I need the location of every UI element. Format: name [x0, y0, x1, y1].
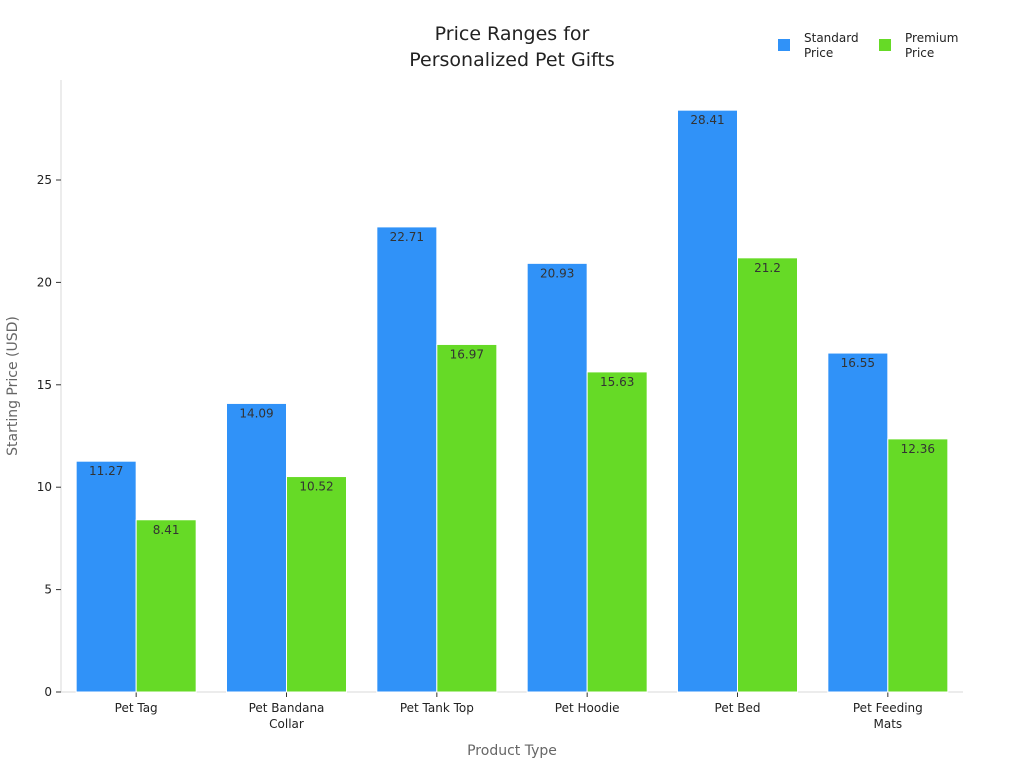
legend-label: Price: [804, 46, 833, 60]
bar-value-label: 15.63: [600, 375, 634, 389]
bar-series-1-cat-1: [286, 476, 347, 693]
x-tick-label: Pet Tank Top: [400, 701, 474, 715]
x-tick-label: Collar: [269, 717, 304, 731]
chart-title: Price Ranges for Personalized Pet Gifts: [409, 23, 614, 71]
y-tick-label: 0: [44, 685, 52, 699]
y-tick-label: 5: [44, 583, 52, 597]
legend-label: Price: [905, 46, 934, 60]
bar-series-0-cat-5: [827, 352, 889, 693]
bar-series-0-cat-2: [376, 226, 438, 693]
bar-value-label: 20.93: [540, 266, 574, 280]
chart-title-line: Personalized Pet Gifts: [409, 49, 614, 71]
y-tick-label: 20: [37, 275, 52, 289]
bar-labels: 11.27 8.41 14.09 10.52 22.71 16.97 20.93 15.63 2…: [89, 113, 935, 537]
bar-series-1-cat-2: [436, 343, 498, 693]
bar-series-0-cat-1: [226, 402, 287, 693]
bar-series-0-cat-3: [526, 262, 588, 693]
bar-series-1-cat-3: [586, 371, 648, 693]
x-tick-label: Pet Feeding: [853, 701, 923, 715]
legend-label: Premium: [905, 31, 958, 45]
bar-value-label: 12.36: [901, 442, 935, 456]
x-tick-label: Pet Bandana: [249, 701, 325, 715]
x-tick-label: Pet Hoodie: [555, 701, 620, 715]
bar-series-1-cat-4: [737, 257, 798, 693]
bar-series-1-cat-0: [135, 519, 197, 693]
bar-value-label: 22.71: [390, 230, 424, 244]
axes: 0 5 10 15 20 25 Starting Price (USD) Product Ty…: [5, 80, 963, 759]
bar-value-label: 16.55: [841, 356, 875, 370]
y-tick-label: 25: [37, 173, 52, 187]
x-tick-label: Pet Tag: [115, 701, 158, 715]
bar-value-label: 28.41: [690, 113, 724, 127]
legend-label: Standard: [804, 31, 859, 45]
x-axis-title: Product Type: [467, 743, 557, 759]
y-tick-label: 15: [37, 378, 52, 392]
bars: [75, 109, 949, 693]
bar-series-1-cat-5: [887, 438, 949, 693]
y-axis-title: Starting Price (USD): [5, 316, 21, 456]
bar-value-label: 8.41: [153, 523, 180, 537]
x-tick-label: Pet Bed: [715, 701, 761, 715]
bar-value-label: 21.2: [754, 261, 781, 275]
legend-swatch: [778, 39, 790, 51]
bar-value-label: 11.27: [89, 464, 123, 478]
legend-swatch: [879, 39, 891, 51]
bar-value-label: 10.52: [299, 480, 333, 494]
bar-value-label: 16.97: [450, 347, 484, 361]
bar-value-label: 14.09: [239, 406, 273, 420]
x-tick-label: Mats: [873, 717, 902, 731]
y-tick-label: 10: [37, 480, 52, 494]
chart-title-line: Price Ranges for: [435, 23, 590, 45]
bar-series-0-cat-4: [677, 109, 738, 693]
bar-series-0-cat-0: [75, 460, 137, 693]
